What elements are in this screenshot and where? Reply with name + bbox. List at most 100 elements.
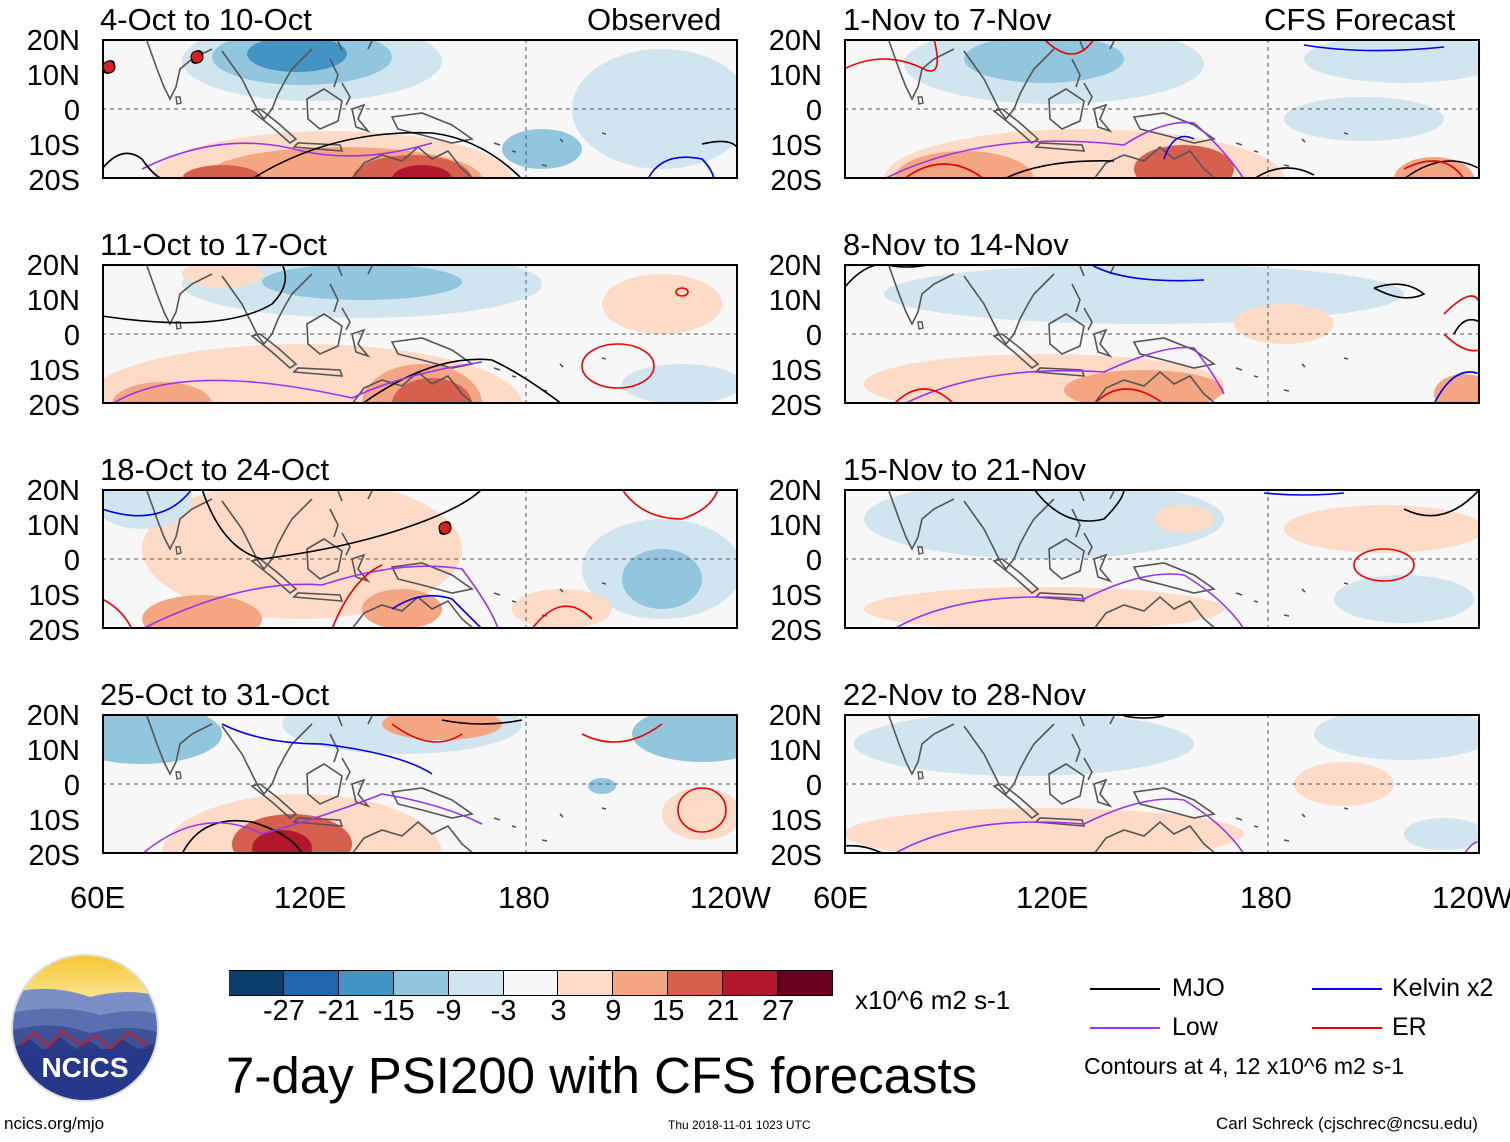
panel-tag-forecast: CFS Forecast bbox=[1264, 2, 1456, 37]
panel-title: 25-Oct to 31-Oct bbox=[100, 677, 330, 712]
lat-label: 20N bbox=[768, 475, 822, 507]
lat-label: 20N bbox=[26, 25, 80, 57]
colorbar-tick-label: -15 bbox=[372, 995, 415, 1027]
colorbar-segment bbox=[448, 971, 504, 995]
legend-label-low: Low bbox=[1172, 1013, 1218, 1041]
main-title: 7-day PSI200 with CFS forecasts bbox=[226, 1047, 978, 1104]
colorbar-segment bbox=[393, 971, 449, 995]
colorbar-tick-label: 15 bbox=[652, 995, 685, 1027]
lat-label: 10S bbox=[770, 805, 822, 837]
lat-label: 10N bbox=[768, 735, 822, 767]
lat-label: 20S bbox=[770, 165, 822, 197]
lon-label-120w: 120W bbox=[690, 880, 771, 915]
lon-label-120e: 120E bbox=[1016, 880, 1089, 915]
legend-line-er bbox=[1312, 1027, 1382, 1029]
legend-line-kelvin bbox=[1312, 988, 1382, 990]
colorbar-tick-label: 21 bbox=[707, 995, 740, 1027]
panel-title: 22-Nov to 28-Nov bbox=[843, 677, 1086, 712]
footer-credit: Carl Schreck (cjschrec@ncsu.edu) bbox=[1216, 1114, 1478, 1133]
lat-label: 10N bbox=[768, 60, 822, 92]
lat-label: 0 bbox=[805, 770, 822, 802]
legend-label-er: ER bbox=[1392, 1013, 1427, 1041]
colorbar-segment bbox=[558, 971, 614, 995]
lat-label: 10N bbox=[768, 285, 822, 317]
colorbar-tick-label: 3 bbox=[550, 995, 567, 1027]
map-panel-left-0 bbox=[102, 39, 738, 179]
tropical-storm-icon bbox=[102, 60, 116, 74]
colorbar-segment bbox=[229, 971, 284, 995]
lat-label: 10N bbox=[26, 510, 80, 542]
lat-label: 20N bbox=[768, 250, 822, 282]
lat-label: 10S bbox=[770, 130, 822, 162]
lat-label: 10S bbox=[770, 355, 822, 387]
map-panel-left-2 bbox=[102, 489, 738, 629]
colorbar-segment bbox=[778, 971, 833, 995]
map-panel-right-0 bbox=[844, 39, 1480, 179]
map-panel-left-1 bbox=[102, 264, 738, 404]
colorbar-tick-label: -3 bbox=[490, 995, 517, 1027]
lat-label: 20N bbox=[26, 700, 80, 732]
panel-title: 1-Nov to 7-Nov bbox=[843, 2, 1052, 37]
colorbar-tick-label: -27 bbox=[262, 995, 305, 1027]
colorbar-segment bbox=[338, 971, 394, 995]
footer-timestamp: Thu 2018-11-01 1023 UTC bbox=[668, 1118, 811, 1132]
lat-label: 20S bbox=[770, 840, 822, 872]
footer-url[interactable]: ncics.org/mjo bbox=[4, 1114, 105, 1133]
lat-label: 20S bbox=[28, 165, 80, 197]
lat-label: 20S bbox=[770, 390, 822, 422]
lat-label: 20S bbox=[770, 615, 822, 647]
colorbar-segment bbox=[668, 971, 724, 995]
lat-label: 20N bbox=[26, 475, 80, 507]
lat-label: 0 bbox=[805, 545, 822, 577]
lat-label: 20S bbox=[28, 390, 80, 422]
panel-tag-observed: Observed bbox=[587, 2, 722, 37]
lat-label: 10N bbox=[768, 510, 822, 542]
lon-label-180: 180 bbox=[1240, 880, 1292, 915]
legend-line-mjo bbox=[1090, 988, 1160, 990]
map-panel-right-2 bbox=[844, 489, 1480, 629]
colorbar-segment bbox=[283, 971, 339, 995]
map-panel-right-1 bbox=[844, 264, 1480, 404]
panel-title: 15-Nov to 21-Nov bbox=[843, 452, 1086, 487]
lat-label: 0 bbox=[63, 770, 80, 802]
legend-line-low bbox=[1090, 1027, 1160, 1029]
map-panel-right-3 bbox=[844, 714, 1480, 854]
lat-label: 10N bbox=[26, 735, 80, 767]
lon-label-60e: 60E bbox=[813, 880, 869, 915]
lat-label: 20S bbox=[28, 615, 80, 647]
colorbar-tick-label: 27 bbox=[761, 995, 795, 1027]
tropical-storm-icon bbox=[190, 49, 204, 64]
panel-title: 18-Oct to 24-Oct bbox=[100, 452, 330, 487]
lat-label: 10S bbox=[28, 580, 80, 612]
lon-label-120e: 120E bbox=[274, 880, 347, 915]
lat-label: 0 bbox=[63, 545, 80, 577]
colorbar-tick-label: -21 bbox=[317, 995, 360, 1027]
lat-label: 10S bbox=[28, 355, 80, 387]
legend-note: Contours at 4, 12 x10^6 m2 s-1 bbox=[1084, 1053, 1405, 1079]
lat-label: 0 bbox=[63, 95, 80, 127]
colorbar-segment bbox=[613, 971, 669, 995]
panel-title: 11-Oct to 17-Oct bbox=[100, 227, 327, 262]
lat-label: 20N bbox=[768, 700, 822, 732]
lat-label: 20S bbox=[28, 840, 80, 872]
legend-label-mjo: MJO bbox=[1172, 974, 1225, 1002]
lat-label: 0 bbox=[63, 320, 80, 352]
lat-label: 10N bbox=[26, 285, 80, 317]
logo-text: NCICS bbox=[41, 1052, 128, 1083]
panel-title: 8-Nov to 14-Nov bbox=[843, 227, 1069, 262]
legend-label-kelvin: Kelvin x2 bbox=[1392, 974, 1494, 1002]
lon-label-180: 180 bbox=[498, 880, 550, 915]
colorbar-tick-label: 9 bbox=[605, 995, 622, 1027]
lat-label: 20N bbox=[768, 25, 822, 57]
lat-label: 10S bbox=[28, 130, 80, 162]
lat-label: 20N bbox=[26, 250, 80, 282]
colorbar-tick-label: -9 bbox=[435, 995, 462, 1027]
ncics-logo: NCICS bbox=[10, 953, 160, 1103]
lon-label-120w: 120W bbox=[1432, 880, 1510, 915]
lat-label: 0 bbox=[805, 320, 822, 352]
lat-label: 10N bbox=[26, 60, 80, 92]
colorbar-units: x10^6 m2 s-1 bbox=[855, 985, 1011, 1015]
panel-title: 4-Oct to 10-Oct bbox=[100, 2, 312, 37]
lat-label: 10S bbox=[770, 580, 822, 612]
lat-label: 0 bbox=[805, 95, 822, 127]
